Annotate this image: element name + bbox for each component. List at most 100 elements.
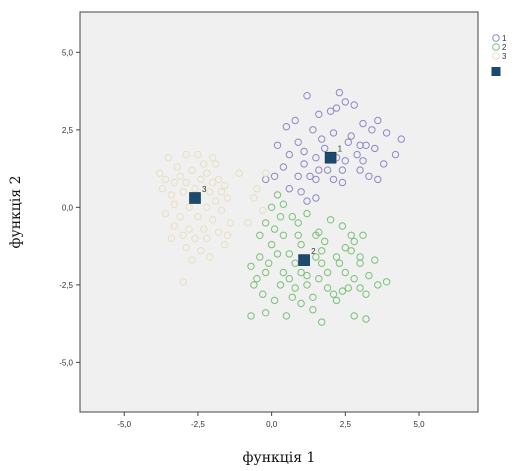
point-group-3-20	[211, 197, 220, 205]
point-group-3-15	[167, 191, 176, 199]
point-group-1-13	[368, 126, 376, 134]
point-group-3-14	[158, 185, 167, 193]
point-group-1-21	[294, 138, 302, 146]
point-group-2-47	[288, 293, 296, 301]
y-tick-label: 2,5	[62, 126, 74, 135]
point-group-1-4	[332, 104, 341, 112]
point-group-1-6	[350, 101, 358, 109]
point-group-3-44	[217, 188, 226, 196]
point-group-3-39	[182, 244, 190, 252]
point-group-1-50	[344, 138, 352, 146]
point-group-2-22	[312, 253, 320, 261]
centroid-label-1: 1	[338, 145, 343, 154]
point-group-2-40	[365, 271, 373, 280]
point-group-2-64	[247, 312, 255, 320]
point-group-1-17	[362, 141, 370, 150]
point-group-1-38	[285, 185, 293, 193]
point-group-2-24	[332, 253, 341, 261]
point-group-2-0	[273, 191, 282, 199]
point-group-2-8	[256, 231, 264, 240]
point-group-2-41	[371, 256, 379, 264]
point-group-2-51	[247, 262, 255, 270]
point-group-2-72	[276, 213, 285, 221]
point-group-3-22	[185, 203, 193, 212]
point-group-2-35	[303, 271, 311, 280]
point-group-2-1	[279, 200, 288, 208]
point-group-2-38	[341, 268, 349, 277]
point-group-2-59	[262, 309, 270, 317]
point-group-3-45	[223, 231, 232, 240]
centroid-label-2: 2	[311, 247, 316, 256]
point-group-3-16	[179, 188, 187, 196]
x-tick-label: -2,5	[191, 420, 205, 429]
point-group-3-48	[250, 194, 258, 202]
point-group-3-27	[194, 213, 202, 221]
point-group-2-9	[262, 219, 270, 227]
point-group-3-46	[155, 169, 164, 177]
point-group-1-7	[359, 119, 367, 128]
point-group-2-55	[344, 284, 352, 292]
point-group-3-17	[191, 185, 199, 193]
point-group-2-42	[356, 284, 364, 292]
point-group-3-28	[209, 216, 217, 224]
point-group-2-54	[303, 281, 311, 289]
point-group-2-65	[332, 296, 341, 305]
point-group-2-36	[315, 275, 323, 283]
point-group-2-37	[323, 268, 332, 277]
point-group-2-68	[318, 247, 326, 255]
point-group-3-40	[197, 247, 205, 255]
point-group-1-20	[353, 150, 361, 159]
point-group-2-3	[303, 209, 311, 218]
point-group-1-32	[315, 166, 323, 174]
point-group-1-15	[382, 129, 391, 137]
point-group-2-4	[326, 216, 335, 224]
point-group-2-17	[267, 240, 276, 249]
centroid-label-3: 3	[202, 185, 207, 194]
point-group-3-49	[259, 206, 267, 215]
point-group-1-46	[297, 188, 305, 196]
point-group-1-1	[335, 88, 344, 97]
point-group-2-33	[276, 281, 285, 289]
point-group-2-44	[323, 284, 332, 292]
point-group-1-43	[374, 175, 382, 184]
point-group-3-51	[253, 185, 261, 193]
point-group-2-30	[279, 268, 288, 277]
point-group-3-52	[235, 169, 243, 177]
point-group-2-10	[270, 225, 279, 233]
point-group-1-34	[294, 172, 302, 181]
point-group-3-8	[161, 175, 170, 184]
point-group-2-29	[297, 268, 305, 277]
point-group-3-11	[197, 175, 205, 184]
point-group-2-7	[294, 231, 302, 240]
point-group-1-10	[309, 126, 317, 134]
point-group-3-50	[244, 219, 252, 227]
point-group-2-19	[273, 250, 282, 258]
point-group-2-58	[382, 278, 391, 286]
point-group-1-41	[338, 178, 347, 187]
point-group-2-46	[309, 293, 317, 301]
point-group-3-12	[214, 175, 223, 184]
point-group-1-36	[270, 172, 279, 181]
point-group-3-35	[191, 234, 199, 243]
point-group-1-49	[318, 135, 326, 143]
x-tick-label: 0,0	[266, 420, 278, 429]
legend-label-2: 2	[502, 43, 507, 52]
point-group-2-16	[297, 240, 305, 249]
point-group-1-3	[326, 107, 335, 115]
legend: 123	[491, 34, 507, 76]
point-group-2-66	[309, 306, 317, 314]
centroid-marker-3	[189, 192, 201, 204]
point-group-3-24	[217, 206, 226, 215]
point-group-3-23	[203, 203, 211, 212]
point-group-2-62	[350, 312, 358, 320]
point-group-2-5	[338, 222, 347, 230]
point-group-2-69	[347, 247, 355, 255]
point-group-3-6	[203, 169, 211, 177]
y-tick-label: -2,5	[59, 281, 73, 290]
point-group-1-39	[312, 175, 320, 184]
legend-square-icon	[491, 67, 501, 76]
point-group-1-51	[323, 166, 332, 174]
point-group-3-4	[173, 163, 182, 171]
point-group-1-0	[303, 92, 311, 100]
point-group-1-40	[329, 175, 338, 184]
